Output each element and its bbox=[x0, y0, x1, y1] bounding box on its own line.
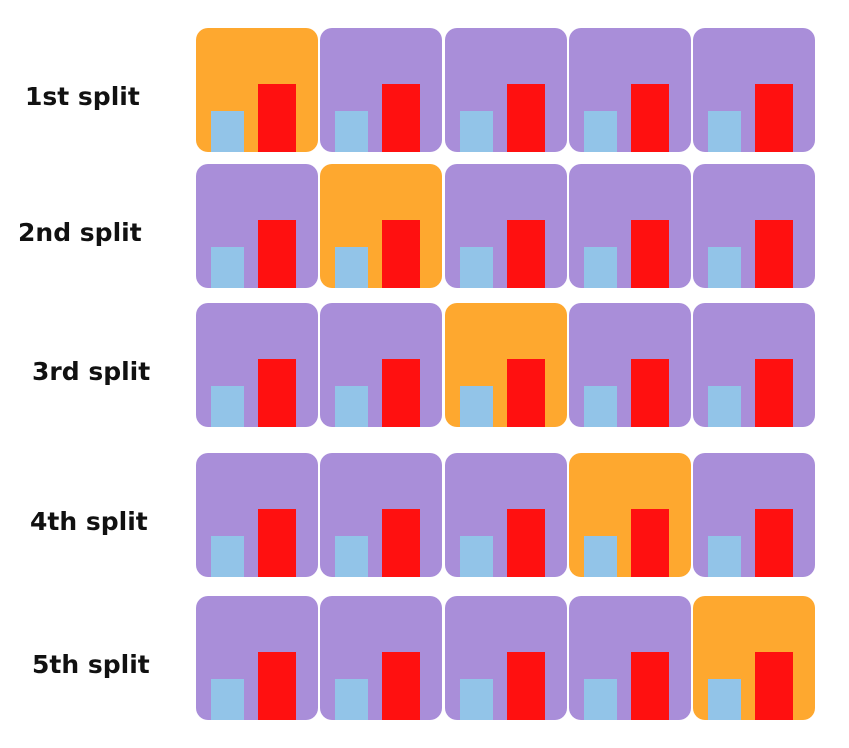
fold-bar-dark bbox=[755, 220, 793, 288]
fold-bar-light bbox=[211, 536, 244, 577]
split-label: 1st split bbox=[25, 82, 140, 111]
fold-bar-dark bbox=[631, 359, 669, 427]
fold-bar-light bbox=[584, 536, 617, 577]
train-fold bbox=[445, 164, 567, 288]
fold-bar-dark bbox=[382, 84, 420, 152]
fold-bar-light bbox=[708, 247, 741, 288]
split-label: 2nd split bbox=[18, 218, 142, 247]
train-fold bbox=[196, 453, 318, 577]
fold-bar-dark bbox=[258, 84, 296, 152]
fold-bar-dark bbox=[258, 359, 296, 427]
fold-bar-light bbox=[460, 536, 493, 577]
fold-bar-dark bbox=[258, 509, 296, 577]
fold-bar-dark bbox=[631, 84, 669, 152]
train-fold bbox=[196, 303, 318, 427]
fold-bar-light bbox=[460, 386, 493, 427]
train-fold bbox=[569, 596, 691, 720]
fold-bar-dark bbox=[631, 509, 669, 577]
split-label: 5th split bbox=[32, 650, 150, 679]
train-fold bbox=[693, 28, 815, 152]
fold-bar-light bbox=[708, 111, 741, 152]
train-fold bbox=[569, 28, 691, 152]
fold-bar-light bbox=[211, 247, 244, 288]
fold-bar-light bbox=[335, 111, 368, 152]
fold-bar-light bbox=[211, 386, 244, 427]
fold-bar-light bbox=[335, 536, 368, 577]
test-fold bbox=[196, 28, 318, 152]
train-fold bbox=[693, 303, 815, 427]
fold-bar-dark bbox=[382, 509, 420, 577]
train-fold bbox=[445, 596, 567, 720]
train-fold bbox=[196, 596, 318, 720]
fold-bar-dark bbox=[755, 652, 793, 720]
fold-bar-light bbox=[584, 386, 617, 427]
fold-bar-dark bbox=[258, 220, 296, 288]
train-fold bbox=[693, 164, 815, 288]
train-fold bbox=[320, 28, 442, 152]
fold-bar-dark bbox=[631, 220, 669, 288]
train-fold bbox=[320, 303, 442, 427]
fold-bar-light bbox=[708, 536, 741, 577]
fold-bar-dark bbox=[382, 652, 420, 720]
fold-bar-dark bbox=[507, 359, 545, 427]
fold-bar-dark bbox=[507, 509, 545, 577]
fold-bar-light bbox=[584, 679, 617, 720]
train-fold bbox=[320, 453, 442, 577]
fold-bar-light bbox=[584, 247, 617, 288]
fold-bar-light bbox=[584, 111, 617, 152]
train-fold bbox=[445, 28, 567, 152]
fold-bar-dark bbox=[382, 220, 420, 288]
fold-bar-dark bbox=[631, 652, 669, 720]
fold-bar-dark bbox=[382, 359, 420, 427]
test-fold bbox=[445, 303, 567, 427]
fold-bar-light bbox=[335, 247, 368, 288]
train-fold bbox=[693, 453, 815, 577]
fold-bar-dark bbox=[258, 652, 296, 720]
train-fold bbox=[196, 164, 318, 288]
fold-bar-light bbox=[211, 679, 244, 720]
fold-bar-light bbox=[460, 247, 493, 288]
train-fold bbox=[569, 303, 691, 427]
train-fold bbox=[445, 453, 567, 577]
test-fold bbox=[693, 596, 815, 720]
fold-bar-light bbox=[211, 111, 244, 152]
fold-bar-dark bbox=[755, 359, 793, 427]
fold-bar-dark bbox=[507, 220, 545, 288]
fold-bar-light bbox=[708, 679, 741, 720]
fold-bar-dark bbox=[507, 652, 545, 720]
fold-bar-light bbox=[708, 386, 741, 427]
fold-bar-light bbox=[335, 679, 368, 720]
fold-bar-dark bbox=[507, 84, 545, 152]
split-label: 4th split bbox=[30, 507, 148, 536]
fold-bar-light bbox=[335, 386, 368, 427]
train-fold bbox=[320, 596, 442, 720]
test-fold bbox=[569, 453, 691, 577]
train-fold bbox=[569, 164, 691, 288]
test-fold bbox=[320, 164, 442, 288]
fold-bar-dark bbox=[755, 84, 793, 152]
fold-bar-light bbox=[460, 679, 493, 720]
split-label: 3rd split bbox=[32, 357, 151, 386]
fold-bar-light bbox=[460, 111, 493, 152]
fold-bar-dark bbox=[755, 509, 793, 577]
